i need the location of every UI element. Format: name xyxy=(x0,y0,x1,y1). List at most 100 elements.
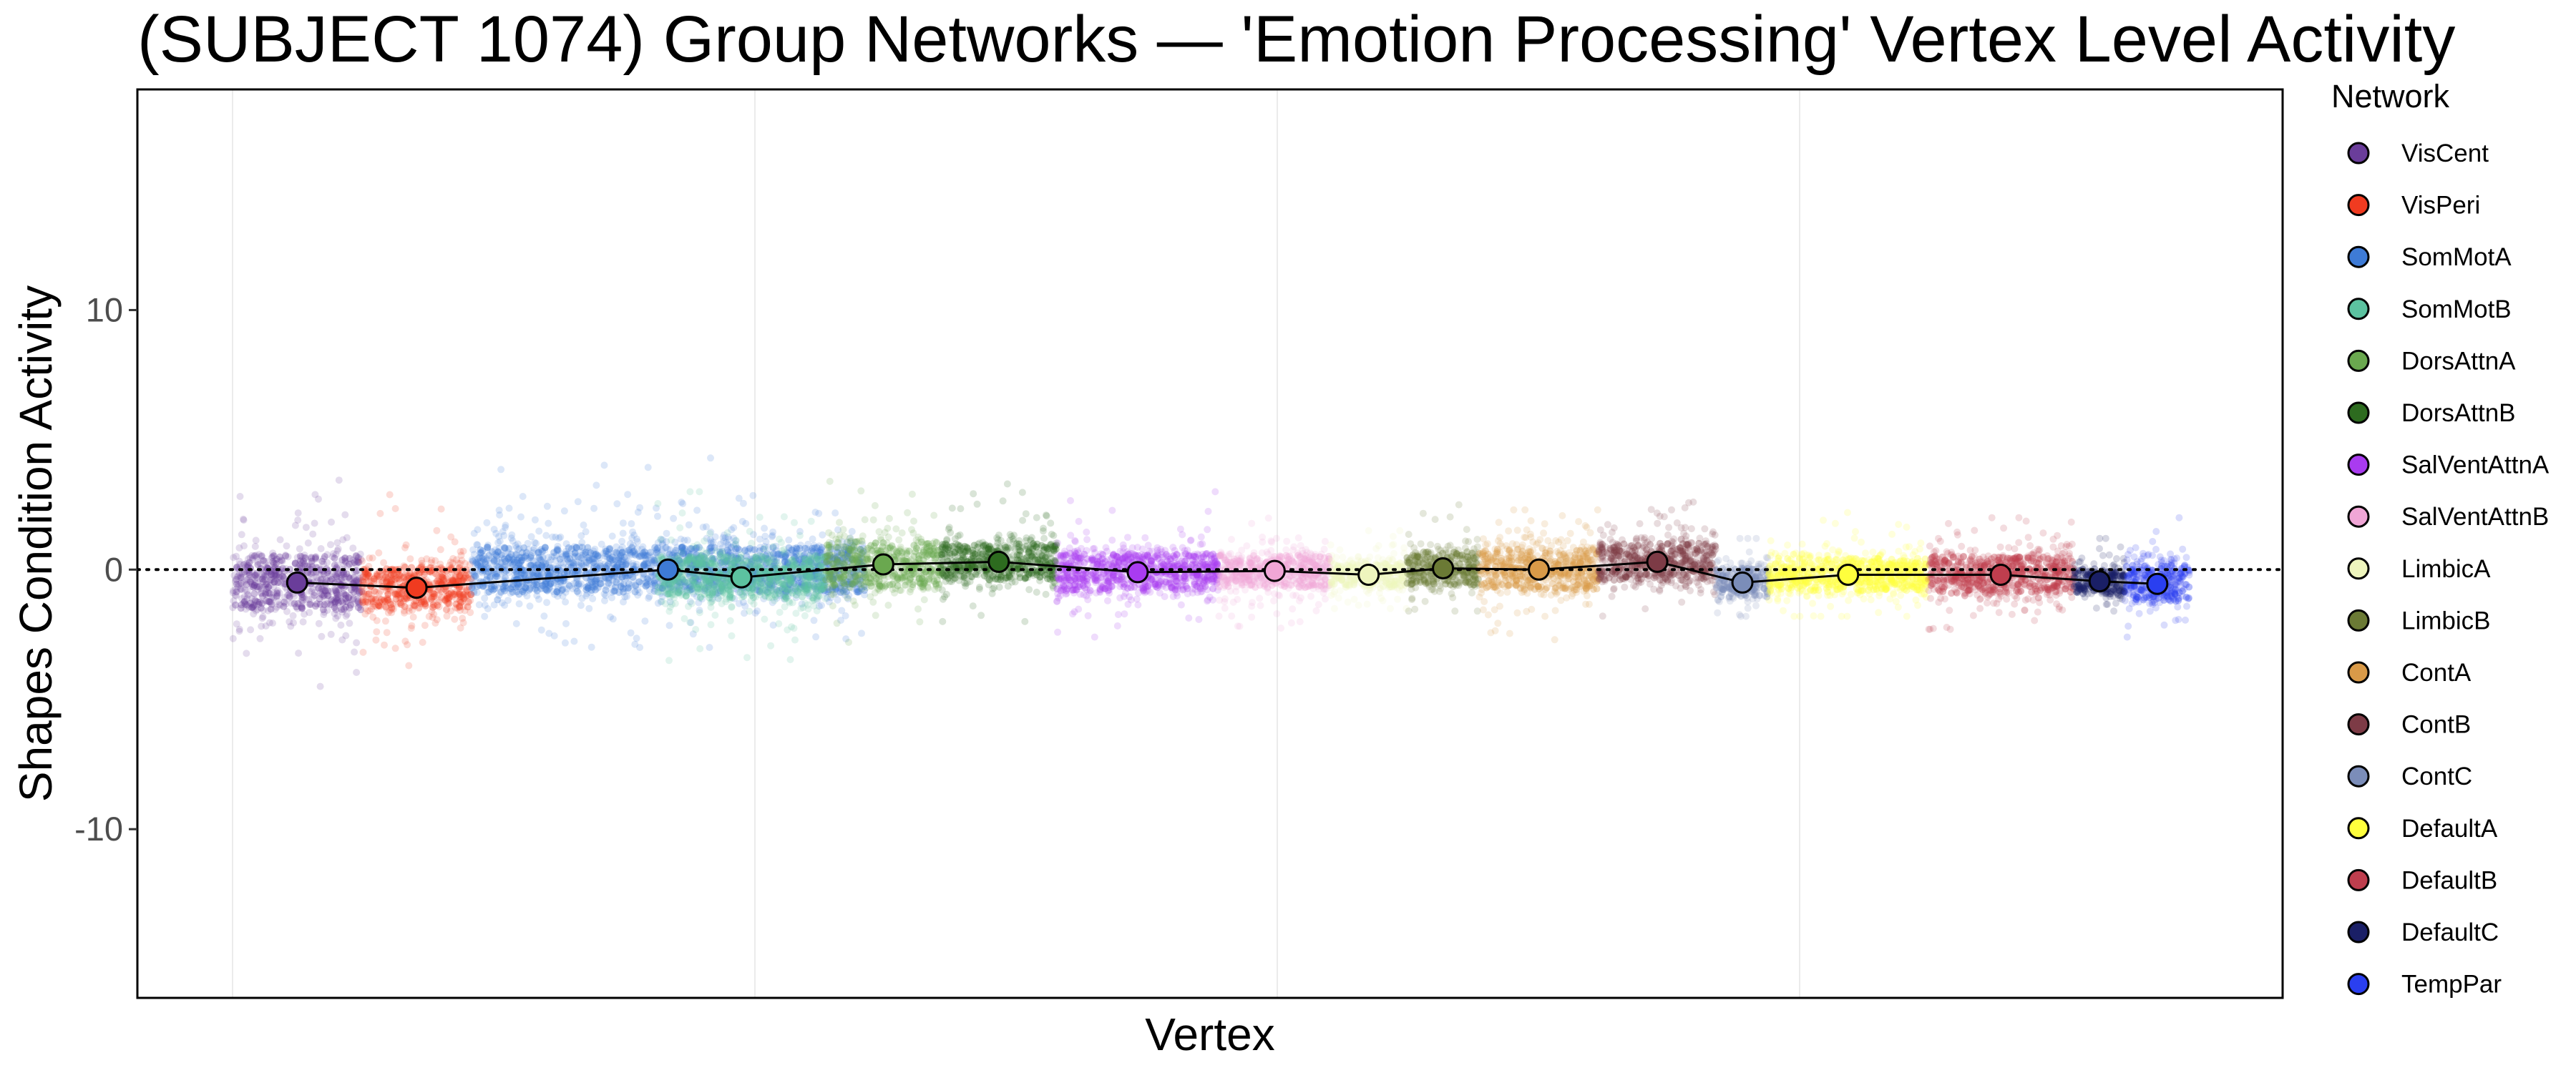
data-point xyxy=(784,575,791,583)
data-point xyxy=(845,638,852,646)
data-point xyxy=(536,556,544,564)
data-point xyxy=(515,600,523,608)
data-point xyxy=(613,500,621,508)
data-point xyxy=(537,626,545,634)
data-point xyxy=(342,612,350,620)
data-point xyxy=(264,597,272,605)
data-point xyxy=(301,610,308,618)
data-point xyxy=(938,551,946,559)
data-point xyxy=(366,554,374,562)
data-point xyxy=(300,594,308,602)
data-point xyxy=(300,591,307,599)
data-point xyxy=(405,662,413,670)
data-point xyxy=(810,617,818,624)
data-point xyxy=(665,657,673,665)
data-point xyxy=(353,577,361,584)
data-point xyxy=(809,544,816,552)
data-point xyxy=(504,554,512,562)
data-point xyxy=(749,585,757,593)
data-point xyxy=(261,576,269,584)
data-point xyxy=(230,554,238,562)
data-point xyxy=(247,599,255,607)
data-point xyxy=(250,581,258,589)
data-point xyxy=(351,578,359,586)
data-point xyxy=(341,554,348,562)
data-point xyxy=(485,552,493,559)
data-point xyxy=(261,589,269,597)
data-point xyxy=(343,597,351,605)
data-point xyxy=(260,583,268,591)
data-point xyxy=(299,618,307,626)
data-point xyxy=(801,585,809,593)
data-point xyxy=(663,529,670,537)
data-point xyxy=(343,610,351,618)
data-point xyxy=(381,641,388,649)
data-point xyxy=(433,526,441,534)
data-point xyxy=(750,600,758,608)
data-point xyxy=(645,594,653,602)
data-point xyxy=(244,591,251,598)
data-point xyxy=(328,570,336,578)
data-point xyxy=(254,585,262,593)
data-point xyxy=(508,531,516,539)
data-point xyxy=(277,579,285,587)
data-point xyxy=(590,555,598,563)
data-point xyxy=(260,569,268,577)
data-point xyxy=(291,599,298,607)
data-point xyxy=(668,585,676,593)
data-point xyxy=(356,550,364,558)
data-point xyxy=(344,562,352,570)
data-point xyxy=(459,547,467,555)
data-point xyxy=(641,617,649,625)
data-point xyxy=(475,601,483,609)
data-point xyxy=(265,598,273,605)
data-point xyxy=(723,529,731,536)
data-point xyxy=(318,575,326,583)
data-point xyxy=(298,600,306,608)
data-point xyxy=(580,521,587,529)
data-point xyxy=(902,581,909,589)
data-point xyxy=(774,577,781,584)
data-point xyxy=(728,604,736,611)
data-point xyxy=(919,574,926,582)
data-point xyxy=(253,553,260,561)
data-point xyxy=(472,572,479,580)
data-point xyxy=(636,644,644,652)
data-point xyxy=(238,574,245,582)
data-point xyxy=(240,593,248,600)
data-point xyxy=(331,609,338,617)
data-point xyxy=(447,533,455,541)
data-point xyxy=(340,592,348,599)
data-point xyxy=(688,599,696,607)
data-point xyxy=(831,581,839,589)
data-point xyxy=(373,617,381,624)
data-point xyxy=(619,519,627,527)
data-point xyxy=(608,532,616,540)
data-point xyxy=(275,573,283,581)
data-point xyxy=(560,507,568,515)
data-point xyxy=(331,554,338,562)
data-point xyxy=(320,611,328,619)
data-point xyxy=(262,585,270,593)
data-point xyxy=(969,602,977,610)
data-point xyxy=(269,549,277,557)
data-point xyxy=(308,594,316,602)
data-point xyxy=(833,619,841,627)
data-point xyxy=(283,607,291,615)
data-point xyxy=(885,514,893,522)
data-point xyxy=(1018,489,1026,496)
data-point xyxy=(252,552,260,559)
data-point xyxy=(353,587,361,595)
data-point xyxy=(481,612,489,620)
data-point xyxy=(624,491,632,499)
data-point xyxy=(562,619,570,627)
data-point xyxy=(761,524,769,532)
data-point xyxy=(670,514,678,522)
data-point xyxy=(870,572,878,579)
data-point xyxy=(437,505,445,513)
data-point xyxy=(262,573,270,581)
data-point xyxy=(235,627,243,635)
data-point xyxy=(269,619,276,627)
data-point xyxy=(857,487,865,495)
data-point xyxy=(657,536,665,544)
